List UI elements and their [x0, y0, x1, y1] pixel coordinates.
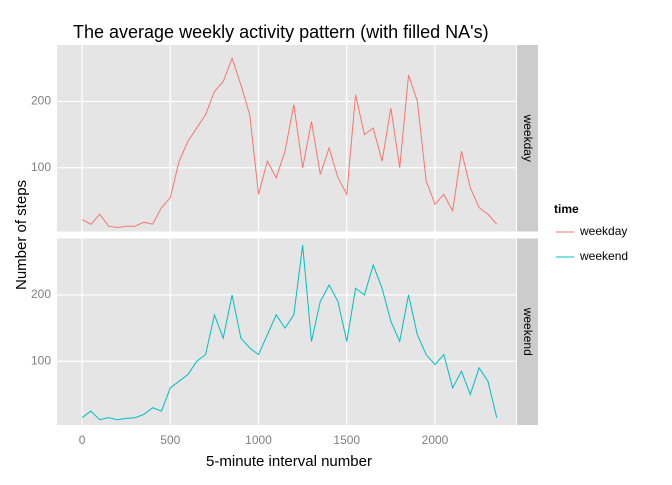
legend-label: weekend — [579, 249, 628, 263]
x-tick-label: 500 — [160, 433, 180, 447]
y-tick-label: 100 — [31, 353, 51, 367]
y-tick-label: 200 — [31, 94, 51, 108]
chart-title: The average weekly activity pattern (wit… — [73, 22, 489, 42]
series-line — [81, 56, 498, 229]
legend-label: weekday — [579, 224, 627, 238]
y-tick-label: 100 — [31, 160, 51, 174]
legend-title: time — [554, 202, 579, 216]
panel-background — [57, 238, 516, 425]
facet-strip — [517, 45, 538, 232]
facet-label: weekday — [521, 114, 535, 162]
facet-label: weekend — [521, 307, 535, 356]
panel-background — [57, 45, 516, 232]
x-tick-label: 0 — [79, 433, 86, 447]
y-tick-label: 200 — [31, 287, 51, 301]
y-axis-label: Number of steps — [13, 180, 30, 290]
facet-strip — [517, 238, 538, 425]
x-axis-label: 5-minute interval number — [206, 453, 372, 470]
series-line — [81, 245, 498, 421]
x-tick-label: 1000 — [245, 433, 272, 447]
x-tick-label: 2000 — [422, 433, 449, 447]
x-tick-label: 1500 — [333, 433, 360, 447]
